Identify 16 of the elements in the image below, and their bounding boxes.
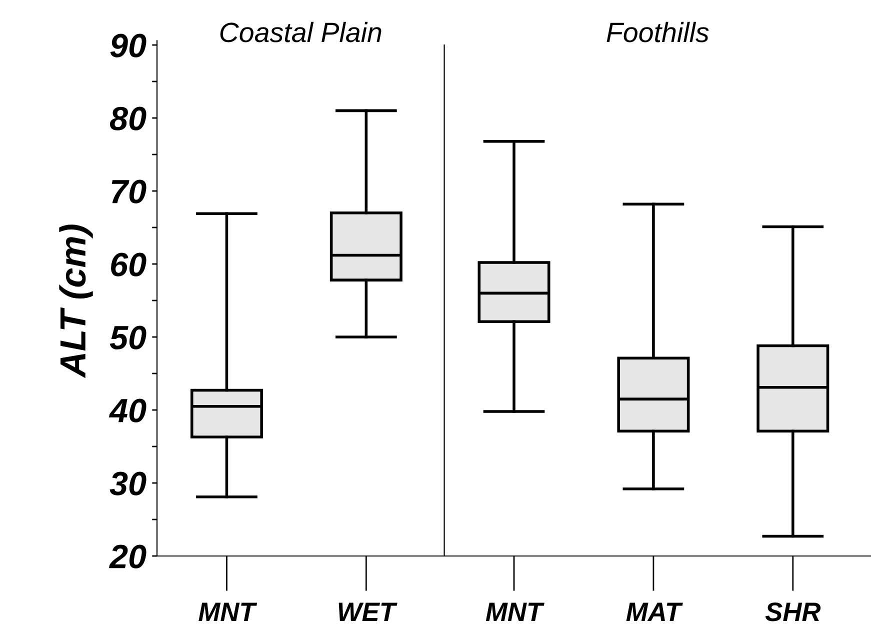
x-tick-label: MNT [198,602,258,621]
y-axis-title: ALT (cm) [59,224,93,378]
x-tick-label: WET [338,602,398,621]
y-tick-label: 60 [111,252,146,276]
y-tick-label: 20 [108,544,146,568]
x-tick-label: SHR [765,602,821,622]
x-tick-label: MAT [626,602,683,621]
y-tick-label: 50 [110,326,146,350]
x-tick-label: MNT [486,602,544,621]
y-tick-label: 70 [112,180,146,204]
y-tick-label: 80 [110,106,146,130]
y-tick-label: 90 [110,34,146,58]
y-tick-label: 40 [108,398,146,422]
chart-title: Foothills [606,22,709,42]
chart-title: Coastal Plain [220,22,382,42]
y-tick-label: 30 [110,472,146,496]
